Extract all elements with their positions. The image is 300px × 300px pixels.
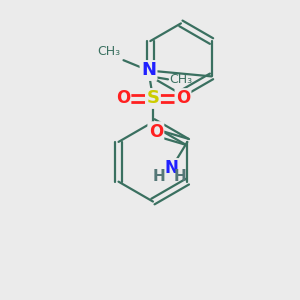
Text: N: N [141, 61, 156, 80]
Text: N: N [164, 159, 178, 177]
Text: CH₃: CH₃ [97, 45, 120, 58]
Text: O: O [116, 89, 130, 107]
Text: H: H [152, 169, 165, 184]
Text: CH₃: CH₃ [169, 73, 193, 86]
Text: O: O [176, 89, 190, 107]
Text: O: O [149, 123, 163, 141]
Text: H: H [174, 169, 186, 184]
Text: S: S [146, 89, 159, 107]
